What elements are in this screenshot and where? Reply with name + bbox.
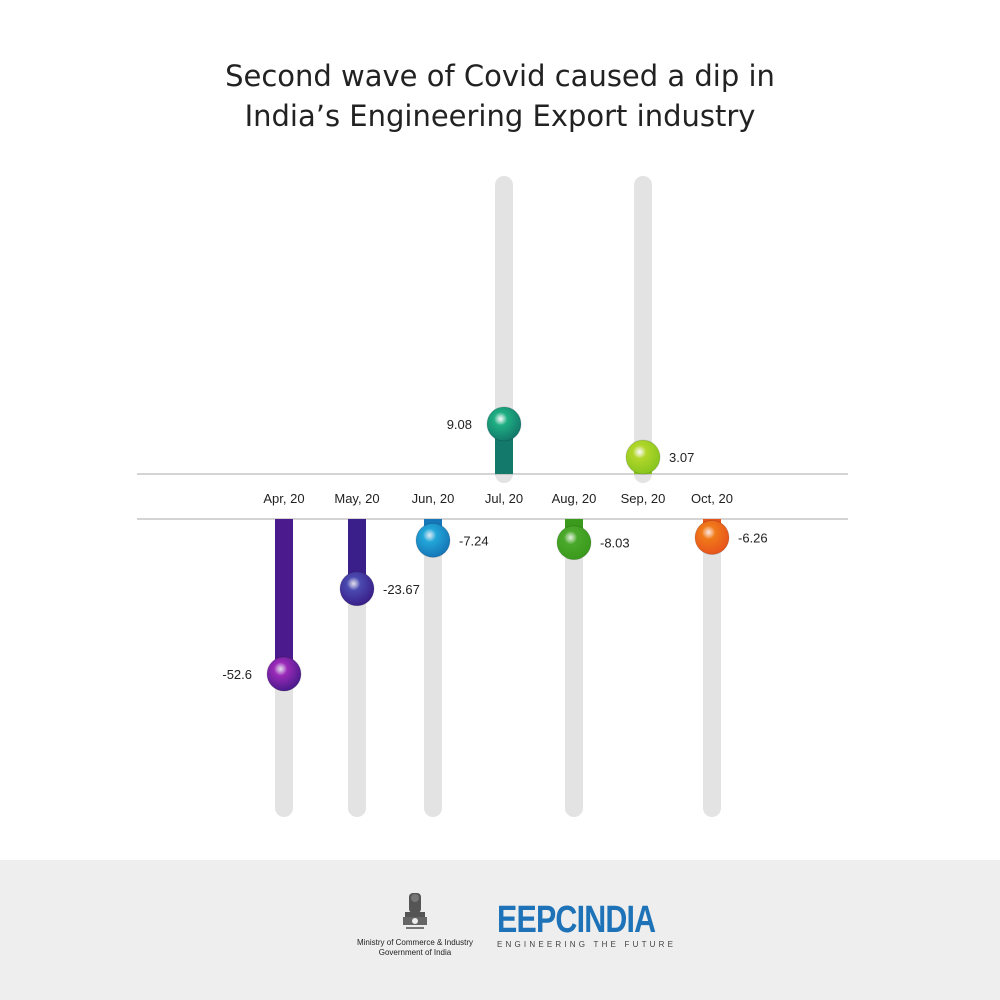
ministry-line-1: Ministry of Commerce & Industry bbox=[356, 938, 474, 947]
value-label-3: 9.08 bbox=[447, 417, 472, 432]
value-label-2: -7.24 bbox=[459, 533, 489, 548]
lollipop-chart: Apr, 20 -52.6 May, 20 -23.67 Jun, 20 -7.24 Jul… bbox=[137, 176, 848, 817]
bar-1 bbox=[348, 519, 366, 589]
data-point-0 bbox=[266, 656, 302, 692]
chart-title-line-1: Second wave of Covid caused a dip in bbox=[225, 59, 775, 93]
data-point-2 bbox=[415, 522, 451, 558]
data-point-3 bbox=[486, 406, 522, 442]
category-label-6: Oct, 20 bbox=[691, 491, 733, 506]
brand-tagline: ENGINEERING THE FUTURE bbox=[497, 940, 677, 949]
value-label-1: -23.67 bbox=[383, 582, 420, 597]
data-point-4 bbox=[556, 525, 592, 561]
value-label-6: -6.26 bbox=[738, 530, 768, 545]
value-label-4: -8.03 bbox=[600, 536, 630, 551]
value-label-0: -52.6 bbox=[222, 667, 252, 682]
brand-name: EEPCINDIA bbox=[497, 899, 656, 941]
category-label-0: Apr, 20 bbox=[263, 491, 304, 506]
data-point-1 bbox=[339, 571, 375, 607]
ministry-line-2: Government of India bbox=[378, 948, 452, 957]
category-label-2: Jun, 20 bbox=[412, 491, 455, 506]
data-point-5 bbox=[625, 439, 661, 475]
data-point-6 bbox=[694, 519, 730, 555]
chart-title-line-2: India’s Engineering Export industry bbox=[244, 99, 756, 133]
category-label-5: Sep, 20 bbox=[621, 491, 666, 506]
ministry-logo: Ministry of Commerce & Industry Governme… bbox=[340, 890, 490, 958]
category-label-4: Aug, 20 bbox=[552, 491, 597, 506]
chart-title: Second wave of Covid caused a dip in Ind… bbox=[0, 56, 1000, 136]
bar-0 bbox=[275, 519, 293, 674]
footer: Ministry of Commerce & Industry Governme… bbox=[0, 860, 1000, 1000]
value-label-5: 3.07 bbox=[669, 450, 694, 465]
national-emblem-icon bbox=[403, 893, 427, 929]
category-label-1: May, 20 bbox=[334, 491, 379, 506]
eepc-logo: EEPCINDIA ENGINEERING THE FUTURE bbox=[497, 900, 695, 949]
category-label-3: Jul, 20 bbox=[485, 491, 523, 506]
